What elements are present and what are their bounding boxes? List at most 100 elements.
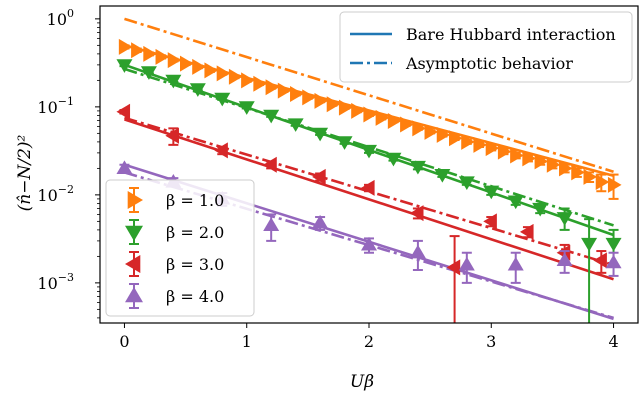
marker — [361, 236, 377, 251]
x-tick-label: 4 — [608, 332, 618, 351]
marker — [595, 174, 610, 191]
data-point — [290, 86, 304, 103]
y-tick-label: 100 — [47, 7, 74, 29]
marker — [361, 179, 375, 196]
marker — [140, 66, 157, 80]
data-point — [385, 152, 402, 167]
marker — [165, 127, 179, 144]
y-tick-base: 10 — [37, 186, 57, 205]
marker — [116, 103, 131, 120]
data-point — [556, 207, 573, 231]
marker — [351, 102, 365, 119]
marker — [312, 214, 329, 229]
data-point — [436, 126, 451, 143]
data-point — [326, 96, 341, 113]
legend-line-types: Bare Hubbard interaction Asymptotic behav… — [339, 11, 633, 83]
data-point — [583, 168, 598, 185]
legend-marker — [125, 255, 141, 273]
data-point — [253, 75, 267, 92]
data-point — [387, 113, 402, 130]
marker — [385, 152, 402, 167]
x-tick-label: 0 — [119, 332, 129, 351]
y-tick-label: 10−3 — [37, 271, 74, 293]
marker — [155, 48, 170, 65]
data-point — [595, 173, 610, 193]
data-point — [116, 160, 133, 174]
asymptotic-line — [124, 116, 614, 267]
marker — [189, 83, 206, 97]
marker — [131, 42, 145, 59]
marker — [312, 127, 329, 142]
data-point — [473, 136, 488, 153]
data-point — [485, 140, 500, 157]
marker — [571, 164, 585, 181]
data-point — [434, 168, 451, 183]
marker — [559, 160, 573, 177]
marker — [448, 130, 463, 147]
marker — [409, 160, 426, 175]
legend-label: β = 2.0 — [166, 223, 224, 242]
data-point — [483, 213, 497, 230]
legend-beta-series: β = 1.0 β = 2.0 β = 3.0 β = 4.0 — [105, 179, 255, 317]
data-point — [192, 58, 206, 75]
y-tick-exponent: −1 — [58, 95, 74, 108]
marker — [473, 136, 488, 153]
data-point — [116, 103, 131, 120]
marker — [228, 68, 243, 85]
marker — [532, 202, 549, 217]
data-point — [448, 130, 463, 147]
marker — [581, 237, 598, 252]
y-tick-base: 10 — [37, 98, 57, 117]
legend-marker — [125, 225, 143, 241]
marker — [143, 45, 157, 62]
marker — [556, 212, 573, 226]
marker — [507, 256, 524, 271]
asymptotic-line — [124, 67, 614, 227]
marker — [409, 205, 424, 222]
marker — [192, 58, 206, 75]
data-point — [167, 52, 182, 69]
marker — [238, 101, 255, 115]
marker — [434, 168, 451, 183]
data-point — [116, 59, 133, 73]
data-point — [546, 156, 561, 173]
marker — [263, 156, 277, 173]
data-point — [424, 123, 439, 140]
data-point — [556, 250, 573, 274]
data-point — [409, 205, 424, 222]
marker — [167, 52, 182, 69]
marker — [375, 109, 390, 126]
marker — [605, 254, 622, 269]
marker — [312, 168, 326, 185]
data-point — [140, 66, 157, 80]
data-point — [131, 42, 145, 59]
marker — [400, 116, 414, 133]
data-point — [312, 168, 326, 185]
data-point — [593, 250, 607, 274]
data-point — [263, 156, 277, 173]
marker — [179, 55, 194, 72]
data-point — [607, 173, 622, 200]
legend-label: β = 4.0 — [166, 287, 224, 306]
marker — [461, 133, 475, 150]
y-tick-base: 10 — [37, 274, 57, 293]
data-point — [238, 101, 255, 115]
marker — [522, 150, 536, 167]
legend-box — [339, 11, 633, 83]
legend-label: Bare Hubbard interaction — [406, 25, 616, 44]
legend-label: Asymptotic behavior — [405, 54, 573, 73]
data-point — [241, 72, 255, 89]
x-axis-ticks: 0 1 2 3 4 — [119, 323, 619, 351]
marker — [241, 72, 255, 89]
data-point — [375, 109, 390, 126]
marker — [605, 237, 622, 252]
y-tick-label: 10−1 — [37, 95, 74, 117]
data-point — [287, 118, 304, 132]
data-point — [458, 176, 475, 191]
bare-hubbard-line — [124, 118, 614, 281]
marker — [485, 140, 500, 157]
data-point — [409, 239, 426, 272]
marker — [116, 160, 133, 174]
marker — [593, 252, 607, 269]
